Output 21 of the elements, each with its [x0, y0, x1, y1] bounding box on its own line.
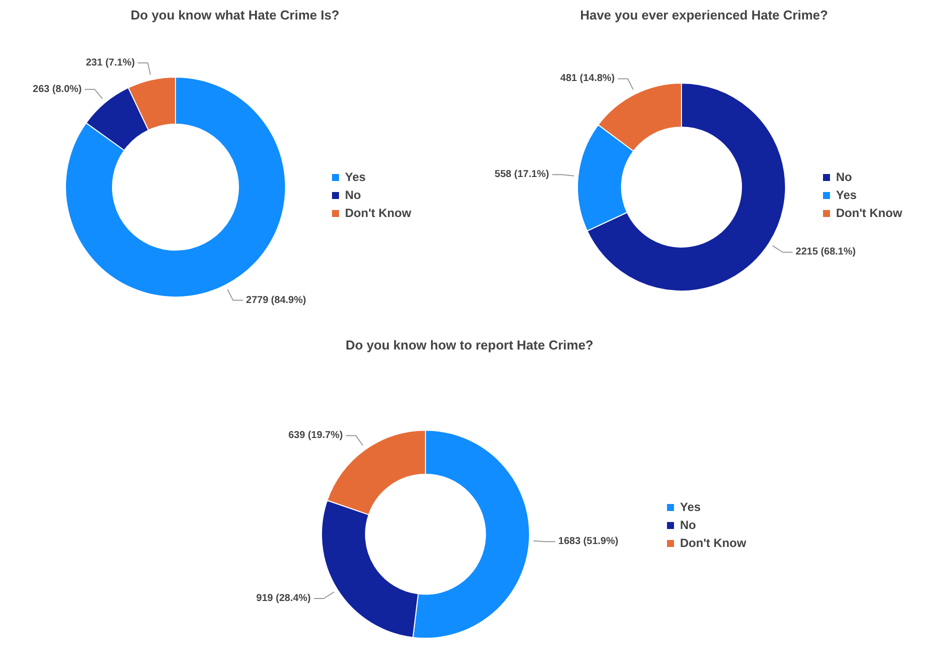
legend-label: Yes: [345, 170, 366, 184]
data-label: 639 (19.7%): [288, 430, 343, 442]
chart-title: Do you know what Hate Crime Is?: [130, 8, 340, 22]
legend-label: No: [345, 188, 362, 202]
legend-label: No: [680, 518, 697, 532]
data-label: 558 (17.1%): [494, 169, 550, 180]
data-label: 1683 (51.9%): [558, 536, 618, 548]
legend-label: Don't Know: [680, 536, 746, 550]
data-label: 481 (14.8%): [560, 73, 615, 84]
chart-title: Do you know how to report Hate Crime?: [346, 338, 594, 352]
data-label: 919 (28.4%): [256, 593, 311, 604]
legend-label: No: [836, 170, 853, 184]
legend-label: Yes: [680, 500, 701, 514]
data-label: 2779 (84.9%): [246, 294, 306, 306]
legend-label: Yes: [836, 188, 857, 202]
legend-label: Don't Know: [836, 206, 902, 220]
data-label: 263 (8.0%): [32, 84, 82, 95]
data-label: 231 (7.1%): [86, 57, 135, 68]
data-label: 2215 (68.1%): [796, 246, 856, 258]
legend-label: Don't Know: [345, 206, 412, 220]
chart-title: Have you ever experienced Hate Crime?: [580, 8, 828, 22]
